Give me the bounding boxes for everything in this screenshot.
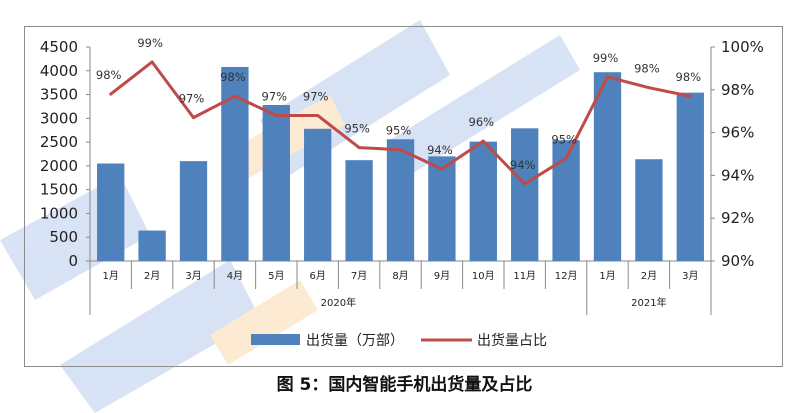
bar-shipments: [593, 72, 622, 262]
month-tick-label: 9月: [434, 270, 450, 282]
legend-bar-label: 出货量（万部）: [306, 332, 404, 349]
left-tick-label: 3500: [40, 86, 78, 104]
left-tick-label: 1000: [40, 204, 78, 222]
share-data-label: 99%: [593, 51, 619, 65]
line-point: [316, 113, 320, 117]
bar-shipments: [428, 156, 456, 261]
share-data-label: 95%: [344, 122, 370, 136]
bar-shipments: [635, 159, 663, 261]
right-tick-label: 100%: [721, 38, 764, 56]
chart-caption: 图 5：国内智能手机出货量及占比: [276, 375, 533, 395]
share-data-label: 94%: [510, 158, 536, 172]
line-point: [399, 148, 402, 152]
month-tick-label: 3月: [682, 270, 698, 282]
year-group-label: 2021年: [631, 296, 666, 309]
right-tick-label: 96%: [721, 124, 754, 142]
month-tick-label: 4月: [227, 270, 243, 282]
bar-shipments: [469, 141, 497, 261]
line-point: [481, 139, 485, 143]
left-tick-label: 3000: [40, 109, 78, 127]
share-data-label: 96%: [469, 115, 495, 129]
right-tick-label: 92%: [721, 209, 754, 227]
month-tick-label: 3月: [185, 270, 201, 282]
line-point: [564, 156, 568, 160]
bar-shipments: [304, 128, 332, 261]
month-tick-label: 2月: [641, 270, 657, 282]
month-tick-label: 10月: [472, 270, 495, 282]
share-data-label: 95%: [551, 132, 577, 146]
line-point: [192, 116, 195, 120]
year-group-label: 2020年: [321, 296, 356, 309]
month-tick-label: 11月: [513, 270, 536, 282]
bar-shipments: [138, 230, 166, 261]
share-data-label: 97%: [303, 89, 329, 103]
left-tick-label: 500: [49, 228, 78, 246]
combo-chart: 0 500 1000 1500 2000 2500 3000 3500 4000 4500 90% 9…: [40, 36, 764, 349]
line-point: [150, 60, 154, 64]
right-tick-label: 90%: [721, 252, 754, 270]
share-data-label: 94%: [427, 143, 453, 157]
left-tick-label: 4000: [40, 62, 78, 80]
line-point: [274, 113, 278, 117]
left-tick-label: 2000: [40, 157, 78, 175]
month-tick-label: 1月: [103, 270, 119, 282]
bar-shipments: [676, 92, 704, 261]
bar-shipments: [386, 139, 415, 261]
chart-frame: 0 500 1000 1500 2000 2500 3000 3500 4000 4500 90% 9…: [24, 26, 783, 367]
line-point: [606, 75, 609, 79]
line-point: [233, 94, 237, 98]
share-data-label: 98%: [96, 68, 122, 82]
line-point: [647, 86, 651, 90]
line-point: [357, 146, 361, 150]
share-data-label: 95%: [386, 124, 412, 138]
month-tick-label: 2月: [144, 270, 160, 282]
share-data-label: 97%: [179, 92, 205, 106]
legend-line-label: 出货量占比: [477, 332, 547, 349]
share-data-label: 98%: [220, 70, 246, 84]
line-point: [440, 167, 444, 171]
left-tick-label: 0: [68, 252, 78, 270]
share-data-label: 98%: [634, 62, 660, 76]
line-point: [523, 182, 527, 186]
share-data-label: 98%: [676, 70, 702, 84]
share-data-label: 97%: [262, 89, 288, 103]
bar-shipments: [97, 163, 125, 261]
left-tick-label: 4500: [40, 38, 78, 56]
right-tick-label: 94%: [721, 166, 754, 184]
line-point: [109, 92, 113, 96]
month-tick-label: 6月: [310, 270, 326, 282]
bar-shipments: [345, 160, 373, 261]
right-tick-label: 98%: [721, 81, 754, 99]
month-tick-label: 12月: [555, 270, 578, 282]
bar-shipments: [552, 140, 580, 261]
month-tick-label: 8月: [392, 270, 408, 282]
bar-shipments: [511, 128, 539, 261]
bar-shipments: [262, 105, 290, 261]
month-tick-label: 5月: [268, 270, 284, 282]
legend-bar-swatch: [251, 334, 300, 345]
month-tick-label: 7月: [351, 270, 367, 282]
month-tick-label: 1月: [599, 270, 615, 282]
share-data-label: 99%: [137, 36, 163, 50]
left-tick-label: 1500: [40, 181, 78, 199]
left-tick-label: 2500: [40, 133, 78, 151]
line-point: [688, 94, 692, 98]
bar-shipments: [179, 161, 208, 261]
